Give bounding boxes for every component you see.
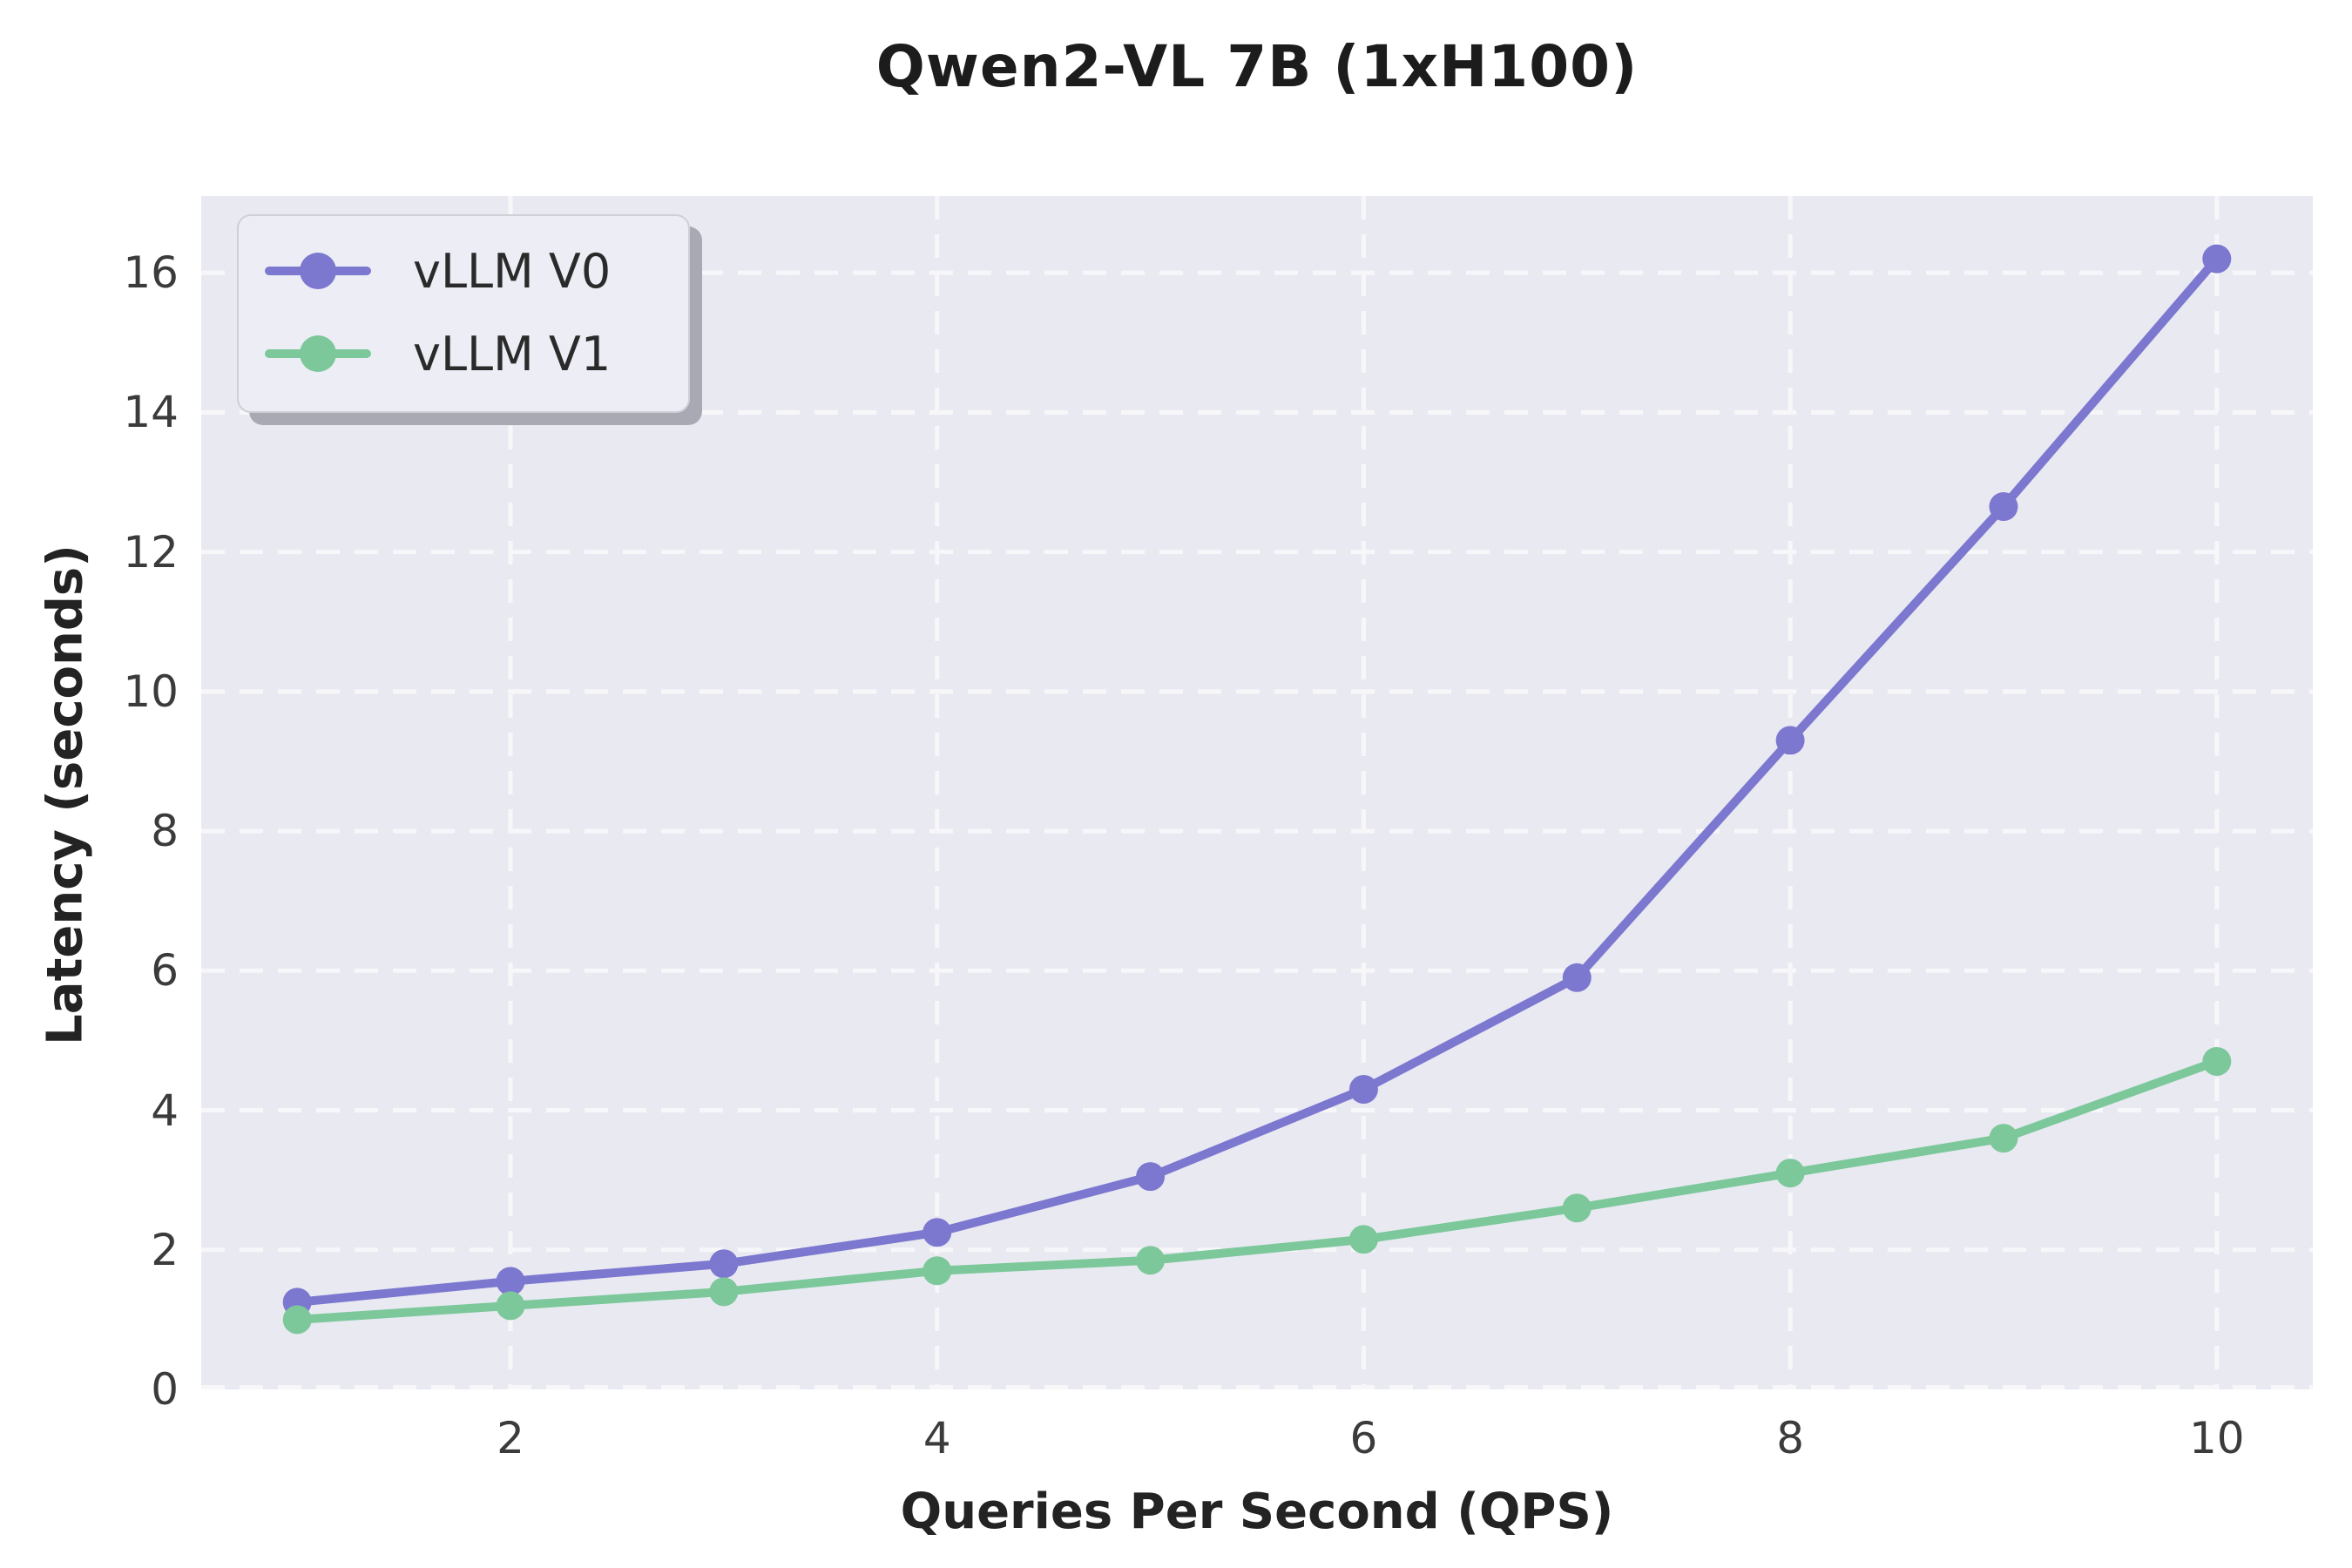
plot-area: vLLM V0 vLLM V1 xyxy=(201,196,2313,1389)
y-tick-label: 8 xyxy=(151,806,179,857)
x-tick-label: 8 xyxy=(1776,1413,1805,1463)
y-tick-label: 0 xyxy=(151,1364,179,1415)
data-point xyxy=(1348,1225,1378,1254)
data-point xyxy=(282,1305,312,1335)
legend-label-v1: vLLM V1 xyxy=(413,326,612,382)
data-point xyxy=(1775,1159,1805,1188)
x-tick-label: 2 xyxy=(497,1413,524,1463)
x-axis-label: Queries Per Second (QPS) xyxy=(900,1484,1614,1540)
data-point xyxy=(1136,1246,1166,1275)
legend-marker-v1-icon xyxy=(265,334,371,374)
y-tick-label: 16 xyxy=(123,247,179,299)
x-tick-label: 4 xyxy=(923,1413,951,1463)
y-tick-label: 10 xyxy=(123,666,179,717)
legend-dot-v0 xyxy=(300,253,336,289)
legend-marker-v0-icon xyxy=(265,251,371,291)
data-point xyxy=(1136,1162,1166,1192)
data-point xyxy=(709,1249,739,1279)
series-line-0 xyxy=(293,254,2221,1307)
data-point xyxy=(2202,1046,2232,1076)
chart-title: Qwen2-VL 7B (1xH100) xyxy=(875,33,1639,100)
y-tick-label: 14 xyxy=(123,387,179,438)
series-line-1 xyxy=(293,1057,2221,1324)
data-point xyxy=(1562,1193,1592,1223)
data-point xyxy=(496,1267,525,1296)
y-tick-label: 2 xyxy=(151,1224,179,1275)
data-point xyxy=(2202,244,2232,274)
legend-label-v0: vLLM V0 xyxy=(413,243,612,299)
y-tick-label: 6 xyxy=(151,945,179,997)
data-point xyxy=(709,1277,739,1307)
data-point xyxy=(496,1291,525,1321)
data-point xyxy=(923,1256,952,1286)
data-point xyxy=(1775,726,1805,755)
x-tick-label: 6 xyxy=(1349,1413,1378,1463)
y-tick-label: 4 xyxy=(151,1085,179,1136)
x-tick-label: 10 xyxy=(2189,1413,2245,1463)
legend-item-vllm-v1: vLLM V1 xyxy=(265,314,611,393)
y-tick-label: 12 xyxy=(123,526,179,578)
data-point xyxy=(1348,1074,1378,1104)
legend-dot-v1 xyxy=(300,335,336,372)
data-point xyxy=(1989,1124,2018,1153)
data-point xyxy=(923,1218,952,1247)
legend: vLLM V0 vLLM V1 xyxy=(237,214,690,413)
data-point xyxy=(1989,492,2018,522)
legend-item-vllm-v0: vLLM V0 xyxy=(265,232,611,310)
data-point xyxy=(1562,963,1592,992)
